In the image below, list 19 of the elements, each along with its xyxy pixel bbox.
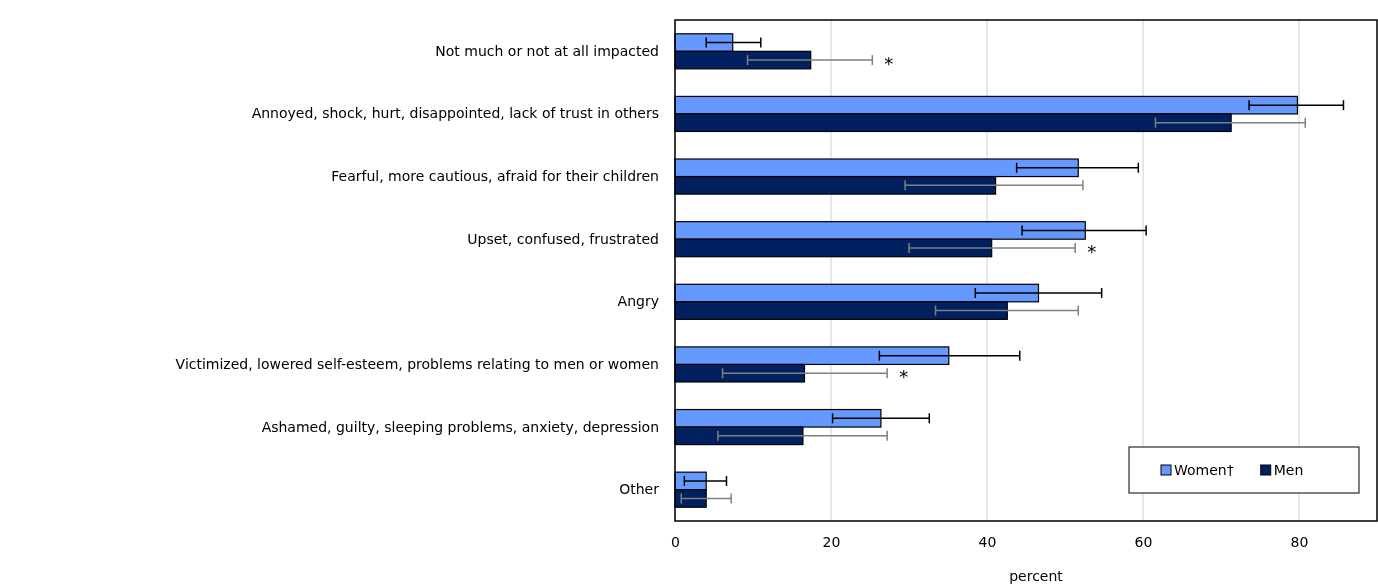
- y-tick-label: Angry: [617, 293, 659, 310]
- legend-label: Women†: [1174, 462, 1234, 478]
- y-tick-label: Annoyed, shock, hurt, disappointed, lack of trust in others: [251, 105, 659, 122]
- y-tick-label: Not much or not at all impacted: [435, 42, 659, 59]
- y-tick-label: Victimized, lowered self-esteem, problems relating to men or women: [175, 355, 659, 372]
- annotation: *: [899, 366, 909, 388]
- x-tick-label: 20: [822, 533, 841, 550]
- annotation: *: [884, 53, 894, 75]
- annotation: *: [1087, 240, 1097, 262]
- x-axis-title: percent: [1009, 568, 1064, 584]
- x-tick-label: 60: [1134, 533, 1153, 550]
- y-tick-label: Upset, confused, frustrated: [467, 230, 659, 247]
- y-tick-label: Other: [619, 481, 660, 498]
- x-tick-label: 40: [978, 533, 997, 550]
- y-tick-label: Ashamed, guilty, sleeping problems, anxiety, depression: [261, 418, 659, 435]
- y-tick-label: Fearful, more cautious, afraid for their children: [331, 168, 659, 185]
- x-tick-label: 80: [1290, 533, 1309, 550]
- x-tick-label: 0: [671, 533, 680, 550]
- legend-label: Men: [1273, 462, 1304, 478]
